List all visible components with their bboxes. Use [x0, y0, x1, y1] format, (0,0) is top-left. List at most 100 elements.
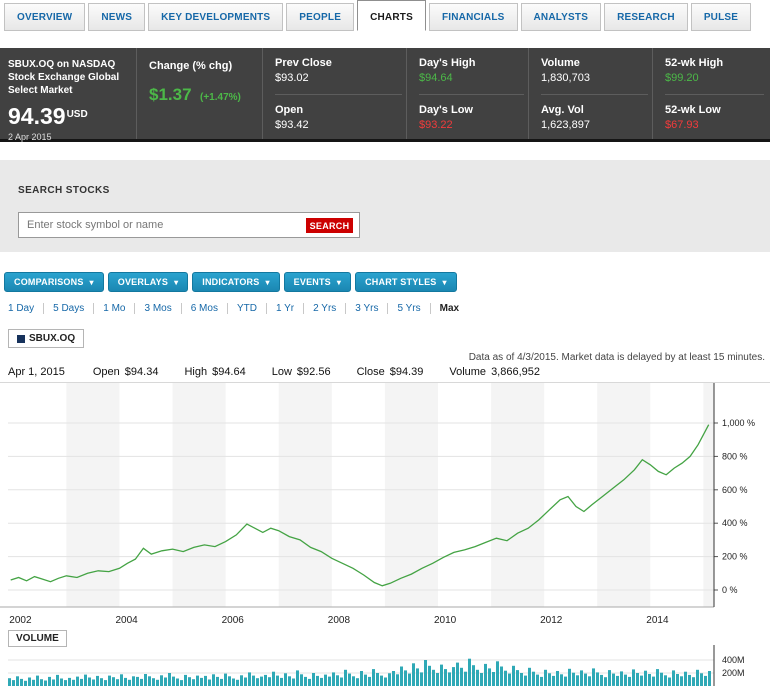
comparisons-button[interactable]: COMPARISONS ▾ — [4, 272, 104, 292]
caret-down-icon: ▾ — [265, 277, 270, 287]
svg-text:2012: 2012 — [540, 615, 563, 626]
stock-search-input[interactable] — [18, 212, 360, 238]
stat-label: Day's High — [419, 57, 476, 69]
quote-date: 2 Apr 2015 — [8, 132, 52, 142]
volume-pane-label-text: VOLUME — [16, 633, 59, 644]
svg-text:400M: 400M — [722, 655, 745, 665]
change-row: $1.37 (+1.47%) — [149, 85, 256, 105]
stat-value: $99.20 — [665, 72, 699, 84]
tab-overview[interactable]: OVERVIEW — [4, 3, 86, 31]
range-3-yrs[interactable]: 3 Yrs — [346, 303, 389, 314]
range-5-days[interactable]: 5 Days — [44, 303, 95, 314]
stat-column-52wk: 52-wk High $99.20 52-wk Low $67.93 — [652, 48, 764, 139]
ohlc-label: Volume — [449, 366, 487, 378]
tab-financials[interactable]: FINANCIALS — [428, 3, 518, 31]
stat-label: 52-wk High — [665, 57, 724, 69]
volume-chart-canvas[interactable]: 400M 200M — [0, 645, 770, 686]
ohlc-value: 3,866,952 — [491, 366, 540, 378]
chart-divider — [0, 382, 770, 383]
change-label: Change (% chg) — [149, 60, 233, 72]
stat-52wk-high: 52-wk High $99.20 — [665, 48, 764, 95]
search-stocks-label: SEARCH STOCKS — [18, 185, 110, 196]
range-ytd[interactable]: YTD — [228, 303, 267, 314]
price-chart-canvas[interactable]: 0 % 200 % 400 % 600 % 800 % 1,000 % 2002 2004 20… — [0, 383, 770, 631]
stat-value: $93.42 — [275, 119, 309, 131]
range-6-mos[interactable]: 6 Mos — [182, 303, 228, 314]
caret-down-icon: ▾ — [174, 277, 179, 287]
ohlc-close: Close $94.39 — [357, 366, 424, 378]
stat-open: Open $93.42 — [275, 95, 402, 142]
change-column: Change (% chg) $1.37 (+1.47%) — [136, 48, 256, 139]
stat-value: 1,623,897 — [541, 119, 590, 131]
ohlc-date: Apr 1, 2015 — [8, 366, 65, 378]
tab-analysts[interactable]: ANALYSTS — [520, 3, 602, 31]
stat-label: Day's Low — [419, 104, 473, 116]
quote-header: SBUX.OQ on NASDAQ Stock Exchange Global … — [0, 48, 770, 142]
tab-key-developments[interactable]: KEY DEVELOPMENTS — [148, 3, 284, 31]
tab-pulse[interactable]: PULSE — [690, 3, 752, 31]
series-legend[interactable]: SBUX.OQ — [8, 329, 85, 348]
stat-days-low: Day's Low $93.22 — [419, 95, 524, 142]
indicators-button[interactable]: INDICATORS ▾ — [192, 272, 280, 292]
series-color-swatch — [17, 334, 25, 343]
currency-label: USD — [66, 109, 88, 120]
range-2-yrs[interactable]: 2 Yrs — [304, 303, 347, 314]
tab-news[interactable]: NEWS — [88, 3, 146, 31]
stat-value: $94.64 — [419, 72, 453, 84]
svg-text:400 %: 400 % — [722, 518, 748, 528]
instrument-name: SBUX.OQ on NASDAQ Stock Exchange Global … — [8, 59, 120, 96]
events-button[interactable]: EVENTS ▾ — [283, 272, 352, 292]
ohlc-value: $94.39 — [389, 366, 424, 378]
button-label: CHART STYLES — [365, 277, 437, 287]
stat-52wk-low: 52-wk Low $67.93 — [665, 95, 764, 142]
ohlc-open: Open $94.34 — [93, 366, 159, 378]
svg-text:2010: 2010 — [434, 615, 457, 626]
tab-bar: OVERVIEW NEWS KEY DEVELOPMENTS PEOPLE CH… — [4, 0, 752, 31]
search-button[interactable]: SEARCH — [306, 218, 353, 233]
stat-volume: Volume 1,830,703 — [541, 48, 648, 95]
stat-value: $93.02 — [275, 72, 309, 84]
ohlc-high: High $94.64 — [184, 366, 245, 378]
range-1-mo[interactable]: 1 Mo — [94, 303, 136, 314]
last-price-row: 94.39USD — [8, 103, 134, 130]
caret-down-icon: ▾ — [89, 277, 94, 287]
range-1-yr[interactable]: 1 Yr — [267, 303, 305, 314]
svg-text:800 %: 800 % — [722, 451, 748, 461]
tab-people[interactable]: PEOPLE — [286, 3, 355, 31]
caret-down-icon: ▾ — [442, 277, 447, 287]
stat-days-high: Day's High $94.64 — [419, 48, 524, 95]
button-label: INDICATORS — [202, 277, 260, 287]
ohlc-value: $94.34 — [124, 366, 159, 378]
tab-research[interactable]: RESEARCH — [604, 3, 688, 31]
ohlc-label: Low — [271, 366, 292, 378]
stat-label: Prev Close — [275, 57, 332, 69]
overlays-button[interactable]: OVERLAYS ▾ — [107, 272, 189, 292]
chart-styles-button[interactable]: CHART STYLES ▾ — [355, 272, 457, 292]
ohlc-low: Low $92.56 — [272, 366, 331, 378]
volume-pane-label: VOLUME — [8, 630, 67, 647]
svg-text:2002: 2002 — [9, 615, 32, 626]
stat-prev-close: Prev Close $93.02 — [275, 48, 402, 95]
range-3-mos[interactable]: 3 Mos — [135, 303, 182, 314]
svg-text:2014: 2014 — [646, 615, 669, 626]
svg-text:600 %: 600 % — [722, 485, 748, 495]
button-label: EVENTS — [293, 277, 331, 287]
range-1-day[interactable]: 1 Day — [8, 303, 45, 314]
caret-down-icon: ▾ — [336, 277, 342, 287]
range-5-yrs[interactable]: 5 Yrs — [388, 303, 431, 314]
stat-avg-volume: Avg. Vol 1,623,897 — [541, 95, 648, 142]
ohlc-value: $92.56 — [296, 366, 331, 378]
change-value: $1.37 — [149, 85, 192, 104]
stat-value: $67.93 — [665, 119, 699, 131]
svg-text:200 %: 200 % — [722, 552, 748, 562]
range-max[interactable]: Max — [439, 303, 460, 314]
stat-label: Open — [275, 104, 304, 116]
button-label: OVERLAYS — [117, 277, 169, 287]
data-delay-note: Data as of 4/3/2015. Market data is dela… — [468, 352, 765, 363]
svg-text:0 %: 0 % — [722, 585, 738, 595]
stat-column-close-open: Prev Close $93.02 Open $93.42 — [262, 48, 402, 139]
tab-charts[interactable]: CHARTS — [357, 0, 426, 31]
svg-text:2008: 2008 — [328, 615, 351, 626]
svg-text:1,000 %: 1,000 % — [722, 418, 755, 428]
